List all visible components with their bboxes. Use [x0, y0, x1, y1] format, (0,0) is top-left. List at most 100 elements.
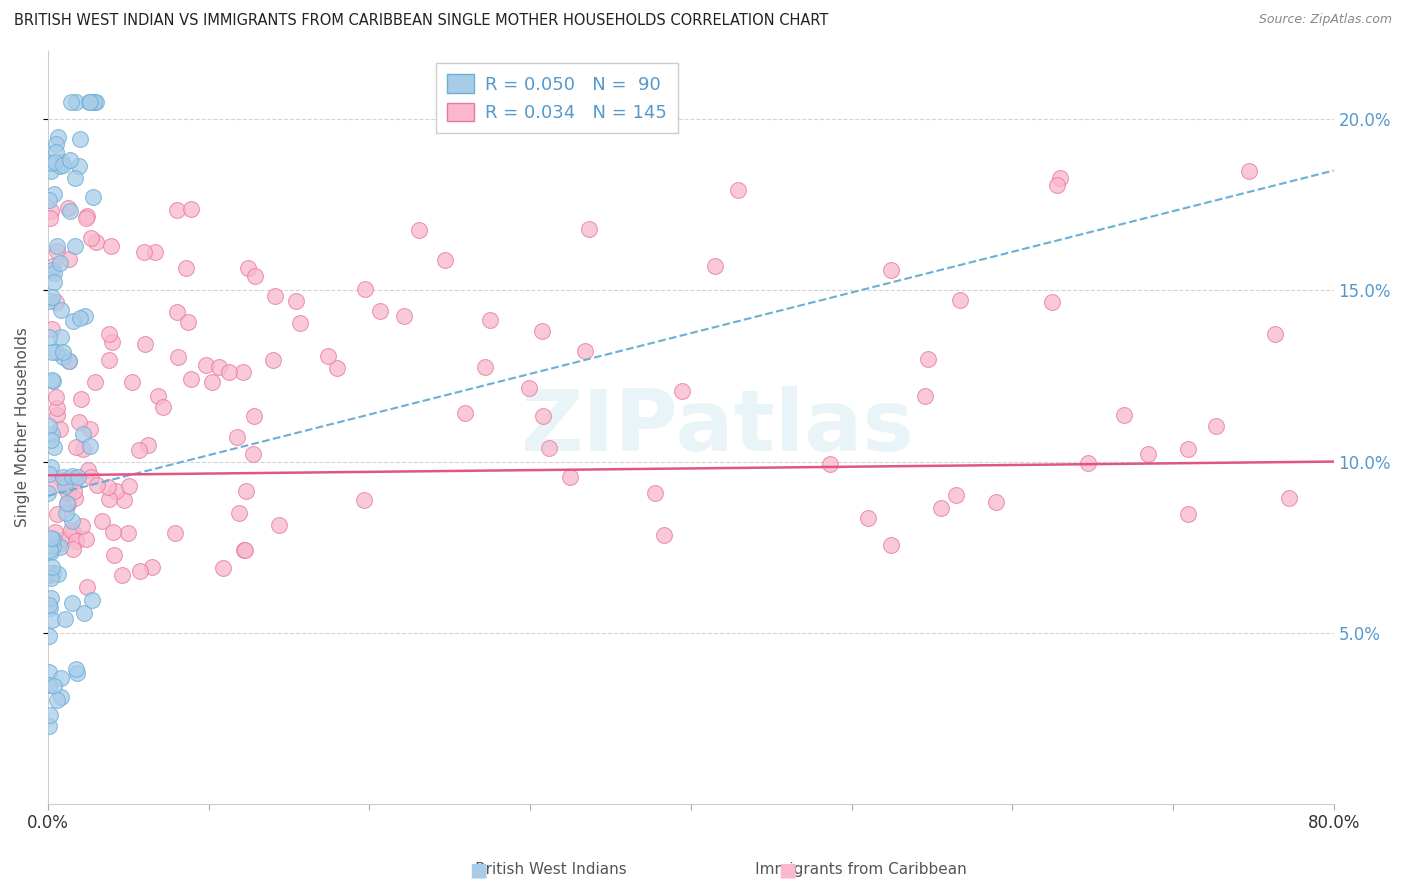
- Point: [41, 459, 63, 474]
- Point: [42, 539, 65, 553]
- Point: [208, 360, 231, 375]
- Point: [72, 442, 94, 457]
- Point: [39, 531, 62, 545]
- Point: [66, 666, 89, 681]
- Point: [51, 330, 73, 344]
- Point: [52, 470, 75, 484]
- Point: [114, 493, 136, 508]
- Point: [80, 469, 103, 483]
- Point: [42, 679, 65, 693]
- Point: [212, 561, 235, 575]
- Point: [49, 159, 72, 173]
- Point: [42, 566, 65, 581]
- Point: [129, 565, 152, 579]
- Point: [49, 540, 72, 554]
- Point: [880, 538, 903, 552]
- Point: [574, 343, 596, 358]
- Point: [949, 293, 972, 307]
- Point: [984, 494, 1007, 508]
- Point: [38, 677, 60, 691]
- Point: [134, 244, 156, 259]
- Point: [56, 496, 79, 510]
- Point: [136, 438, 159, 452]
- Point: [39, 163, 62, 178]
- Point: [97, 352, 120, 367]
- Point: [235, 483, 257, 498]
- Point: [56, 497, 79, 511]
- Point: [62, 542, 84, 557]
- Point: [42, 259, 65, 273]
- Point: [111, 567, 134, 582]
- Point: [42, 187, 65, 202]
- Point: [42, 532, 65, 546]
- Point: [141, 560, 163, 574]
- Text: ■: ■: [778, 860, 797, 880]
- Point: [79, 422, 101, 436]
- Point: [41, 344, 63, 359]
- Point: [1112, 408, 1135, 422]
- Point: [38, 718, 60, 732]
- Point: [58, 252, 80, 266]
- Point: [66, 469, 89, 483]
- Point: [38, 419, 60, 434]
- Point: [44, 478, 66, 492]
- Point: [59, 523, 82, 537]
- Point: [70, 519, 93, 533]
- Point: [118, 479, 141, 493]
- Point: [51, 303, 73, 318]
- Point: [326, 360, 349, 375]
- Point: [46, 130, 69, 145]
- Point: [38, 665, 60, 680]
- Point: [41, 262, 63, 277]
- Point: [62, 524, 84, 539]
- Point: [86, 478, 108, 492]
- Point: [62, 484, 84, 499]
- Point: [474, 360, 496, 375]
- Point: [84, 235, 107, 250]
- Point: [63, 171, 86, 186]
- Point: [38, 568, 60, 582]
- Point: [45, 244, 67, 259]
- Point: [1046, 178, 1069, 192]
- Point: [134, 337, 156, 351]
- Point: [69, 311, 91, 326]
- Point: [727, 183, 749, 197]
- Point: [262, 353, 284, 368]
- Point: [58, 354, 80, 368]
- Point: [101, 525, 124, 540]
- Point: [59, 153, 82, 167]
- Point: [62, 314, 84, 328]
- Point: [38, 211, 60, 226]
- Point: [80, 593, 103, 607]
- Point: [143, 245, 166, 260]
- Point: [58, 354, 80, 368]
- Point: [97, 480, 120, 494]
- Point: [128, 442, 150, 457]
- Point: [537, 441, 560, 455]
- Y-axis label: Single Mother Households: Single Mother Households: [15, 327, 30, 527]
- Point: [531, 324, 554, 338]
- Point: [1264, 326, 1286, 341]
- Point: [931, 500, 953, 515]
- Point: [38, 601, 60, 615]
- Point: [879, 262, 901, 277]
- Point: [56, 201, 79, 215]
- Point: [51, 671, 73, 685]
- Point: [38, 467, 60, 481]
- Point: [67, 159, 90, 173]
- Point: [38, 194, 60, 208]
- Point: [51, 154, 73, 169]
- Point: [41, 322, 63, 336]
- Point: [41, 591, 63, 605]
- Point: [353, 493, 375, 508]
- Point: [226, 430, 249, 444]
- Point: [238, 261, 260, 276]
- Point: [478, 313, 501, 327]
- Point: [53, 533, 76, 547]
- Point: [38, 543, 60, 558]
- Point: [243, 269, 266, 284]
- Point: [42, 266, 65, 280]
- Point: [45, 238, 67, 252]
- Point: [79, 439, 101, 453]
- Point: [45, 145, 67, 159]
